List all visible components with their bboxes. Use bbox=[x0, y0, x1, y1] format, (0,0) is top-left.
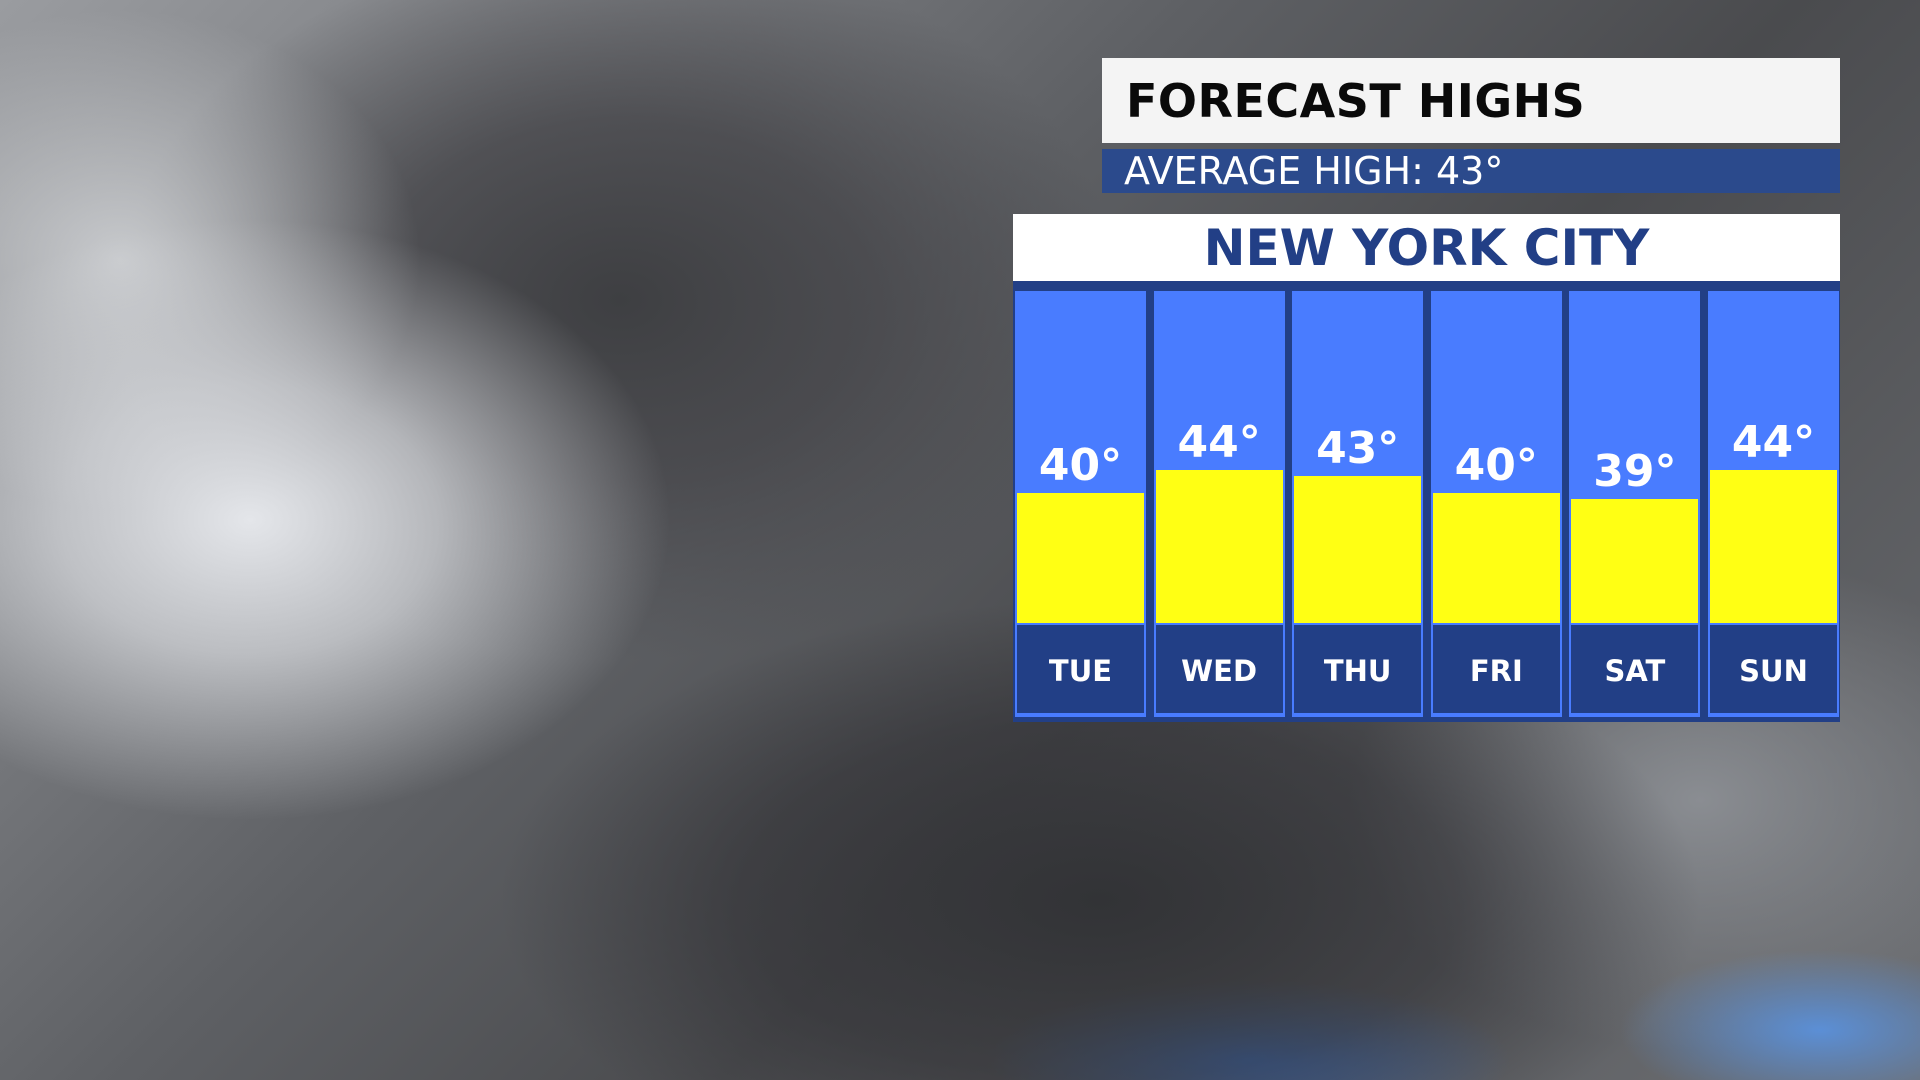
temperature-bar bbox=[1155, 470, 1283, 623]
temperature-label: 40° bbox=[1038, 440, 1123, 492]
temperature-bar bbox=[1571, 498, 1699, 623]
day-label: SUN bbox=[1710, 625, 1837, 713]
day-label: TUE bbox=[1017, 625, 1144, 713]
temperature-label: 40° bbox=[1454, 440, 1538, 492]
average-high-text: AVERAGE HIGH: 43° bbox=[1124, 149, 1504, 193]
city-title: NEW YORK CITY bbox=[1203, 219, 1650, 277]
forecast-title: FORECAST HIGHS bbox=[1126, 74, 1586, 128]
temperature-bar bbox=[1710, 470, 1837, 623]
day-label: FRI bbox=[1432, 625, 1560, 713]
temperature-label: 44° bbox=[1177, 417, 1261, 469]
day-column: 44° WED bbox=[1153, 291, 1285, 717]
temperature-label: 39° bbox=[1593, 445, 1677, 497]
day-column: 44° SUN bbox=[1708, 291, 1839, 717]
temperature-bar bbox=[1432, 493, 1560, 623]
forecast-header: FORECAST HIGHS bbox=[1102, 58, 1840, 143]
day-label: SAT bbox=[1571, 625, 1699, 713]
temperature-label: 44° bbox=[1731, 417, 1816, 469]
day-label: WED bbox=[1155, 625, 1283, 713]
day-column: 39° SAT bbox=[1569, 291, 1701, 717]
day-column: 43° THU bbox=[1292, 291, 1424, 717]
temperature-bar bbox=[1017, 493, 1144, 623]
forecast-chart: 40° TUE 44° WED 43° THU 40° FRI 39° SAT 44° SUN bbox=[1013, 286, 1840, 722]
day-label: THU bbox=[1294, 625, 1422, 713]
average-high-bar: AVERAGE HIGH: 43° bbox=[1102, 149, 1840, 193]
temperature-bar bbox=[1294, 475, 1422, 623]
day-column: 40° FRI bbox=[1430, 291, 1562, 717]
day-column: 40° TUE bbox=[1015, 291, 1146, 717]
city-title-box: NEW YORK CITY bbox=[1013, 214, 1840, 286]
temperature-label: 43° bbox=[1316, 422, 1400, 474]
